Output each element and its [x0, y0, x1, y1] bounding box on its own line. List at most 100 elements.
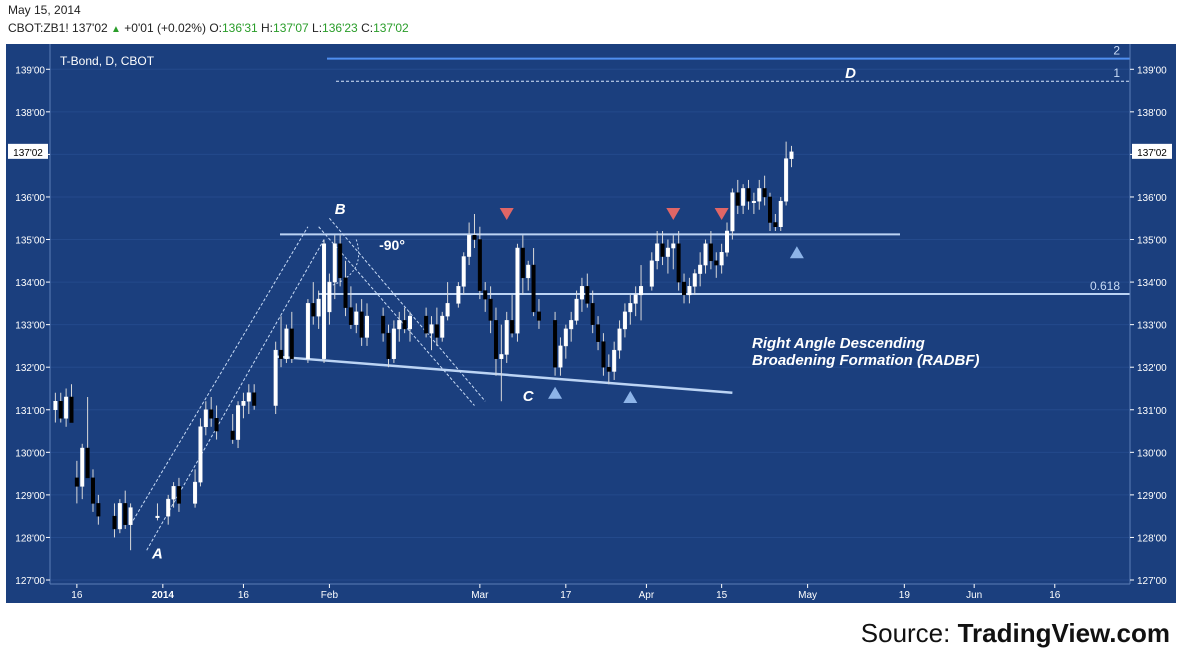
candle-body [762, 188, 767, 198]
candle-body [230, 430, 235, 440]
candle-body [96, 503, 101, 517]
x-tick-label: May [798, 590, 817, 601]
candle-body [408, 315, 412, 330]
candle-body [493, 320, 498, 359]
point-label: B [335, 201, 346, 218]
candle-body [741, 188, 746, 206]
y-tick-label-right: 128'00 [1137, 533, 1167, 544]
candle-body [687, 286, 692, 296]
candle-body [757, 188, 762, 202]
candle-body [526, 264, 531, 279]
low-label: L: [312, 21, 323, 35]
y-tick-label-right: 136'00 [1137, 193, 1167, 204]
candle-body [649, 260, 654, 287]
open-value: 136'31 [222, 21, 258, 35]
markers [499, 207, 804, 403]
candle-body [64, 396, 69, 419]
candle-body [279, 349, 284, 359]
candle-body [58, 400, 63, 419]
channel-line-bc-2 [318, 226, 475, 406]
close-label: C: [361, 21, 374, 35]
candle-body [171, 486, 176, 500]
candle-body [203, 409, 208, 428]
candle-body [445, 303, 450, 317]
candle-body [773, 222, 778, 228]
y-tick-label-right: 134'00 [1137, 278, 1167, 289]
candle-body [692, 273, 697, 287]
angle-arc [329, 239, 360, 287]
y-tick-label-left: 130'00 [15, 448, 45, 459]
candle-body [477, 239, 482, 291]
buy-marker-icon [789, 246, 804, 259]
chart-date: May 15, 2014 [8, 3, 81, 17]
source-brand: TradingView.com [957, 618, 1170, 648]
candle-body [69, 396, 74, 423]
candle-body [676, 243, 681, 283]
candle-body [574, 298, 579, 321]
candle-body [569, 320, 574, 330]
candle-body [338, 243, 343, 279]
open-label: O: [209, 21, 222, 35]
point-label: C [523, 388, 535, 405]
point-label: D [845, 65, 856, 82]
candle-body [424, 315, 429, 334]
candle-body [483, 290, 488, 300]
x-tick-label: Jun [966, 590, 982, 601]
candle-body [434, 324, 439, 338]
candle-body [166, 498, 171, 517]
level-label: 1 [1113, 66, 1120, 80]
candle-body [252, 392, 257, 406]
candle-body [391, 328, 396, 359]
sell-marker-icon [499, 207, 514, 220]
candle-body [639, 286, 644, 296]
x-axis: 16 2014 16 Feb Mar 17 Apr 15 May 19 Jun 16 [71, 584, 1061, 601]
y-axis: 127'00 127'00 128'00 128'00 129'00 129'00 130'… [8, 65, 1172, 587]
candle-body [354, 311, 359, 325]
pattern-annotation: Right Angle Descending [752, 335, 925, 352]
candle-body [617, 328, 622, 351]
x-tick-label: Feb [321, 590, 339, 601]
y-tick-label-right: 133'00 [1137, 321, 1167, 332]
candle-body [193, 481, 198, 504]
candle-body [665, 247, 670, 257]
x-tick-label: 15 [716, 590, 728, 601]
y-tick-label-left: 129'00 [15, 491, 45, 502]
candle-body [590, 303, 595, 325]
candle-body [579, 286, 584, 300]
candle-body [671, 243, 676, 249]
candle-body [85, 447, 90, 479]
candle-body [585, 286, 590, 304]
y-tick-label-left: 135'00 [15, 236, 45, 247]
candle-body [563, 328, 568, 347]
candle-body [461, 256, 466, 287]
channel-line-bc [329, 217, 486, 402]
candle-body [289, 328, 294, 359]
high-label: H: [261, 21, 274, 35]
candle-body [612, 349, 617, 372]
candle-body [703, 243, 708, 266]
candle-body [311, 303, 316, 317]
y-tick-label-left: 138'00 [15, 108, 45, 119]
candle-body [429, 324, 434, 334]
last-price-box-right [1132, 143, 1172, 159]
candle-body [214, 418, 219, 432]
x-tick-label: 19 [899, 590, 911, 601]
level-label: 2 [1113, 44, 1120, 58]
x-tick-label: 16 [71, 590, 83, 601]
candle-body [381, 315, 386, 334]
buy-marker-icon [548, 386, 563, 399]
candle-body [128, 507, 133, 525]
level-label: 0.618 [1090, 279, 1120, 293]
low-value: 136'23 [322, 21, 358, 35]
last-price-box-left [8, 143, 48, 159]
y-tick-label-left: 131'00 [15, 406, 45, 417]
lower-trendline [275, 355, 733, 394]
candle-body [768, 196, 772, 223]
symbol-label[interactable]: CBOT:ZB1! [8, 21, 69, 35]
x-tick-label: 16 [1049, 590, 1061, 601]
candle-body [322, 243, 327, 359]
last-price: 137'02 [72, 21, 108, 35]
candle-body [558, 345, 563, 368]
candle-body [601, 341, 606, 368]
